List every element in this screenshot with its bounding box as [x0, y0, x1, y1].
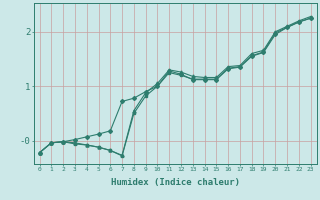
- X-axis label: Humidex (Indice chaleur): Humidex (Indice chaleur): [111, 178, 240, 187]
